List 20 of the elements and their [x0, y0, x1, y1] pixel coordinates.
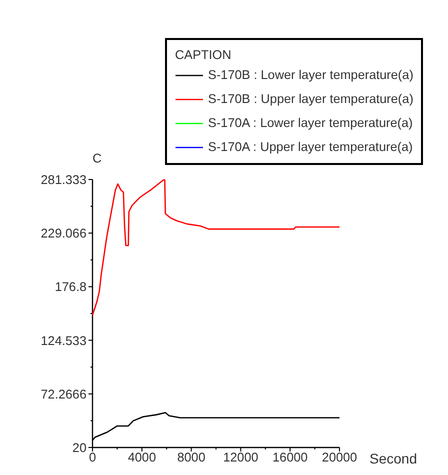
x-tick-label: 8000 — [177, 450, 206, 464]
legend-title: CAPTION — [175, 48, 232, 62]
y-tick-label: 281.333 — [40, 173, 86, 187]
x-tick-label: 12000 — [223, 450, 258, 464]
x-tick-label: 16000 — [272, 450, 308, 464]
y-tick-label: 72.2666 — [40, 387, 86, 402]
line-series — [92, 179, 340, 316]
y-tick-label: 176.8 — [54, 280, 86, 294]
x-tick-label: 0 — [88, 450, 96, 464]
y-tick-label: 20 — [72, 441, 86, 455]
x-axis-title: Second — [370, 450, 417, 466]
legend-label: S-170A : Upper layer temperature(a) — [208, 139, 413, 155]
y-axis-title: C — [92, 152, 102, 166]
legend-label: S-170B : Lower layer temperature(a) — [208, 67, 414, 83]
legend-label: S-170A : Lower layer temperature(a) — [208, 115, 413, 131]
y-tick-label: 229.066 — [40, 226, 86, 241]
x-tick-label: 20000 — [322, 450, 358, 464]
x-tick-label: 4000 — [128, 450, 156, 464]
legend-label: S-170B : Upper layer temperature(a) — [208, 91, 414, 107]
y-tick-label: 124.533 — [40, 334, 86, 348]
